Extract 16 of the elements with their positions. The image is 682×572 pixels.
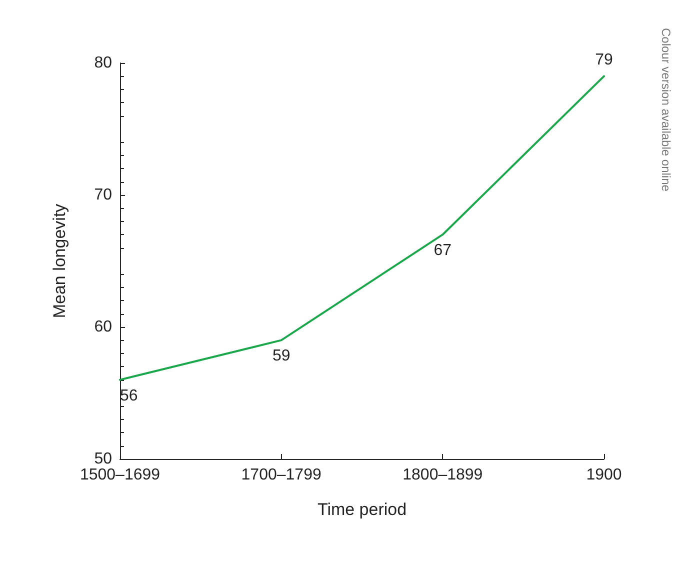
x-tick-label: 1900 xyxy=(586,466,622,484)
x-axis-title: Time period xyxy=(317,500,407,519)
line-series xyxy=(119,75,605,381)
x-tick-label: 1700–1799 xyxy=(241,466,322,484)
data-label: 59 xyxy=(272,348,290,365)
y-tick-label: 80 xyxy=(94,54,112,72)
y-axis-title: Mean longevity xyxy=(50,203,69,318)
text: Colour version available online xyxy=(659,28,673,192)
y-tick-label: 70 xyxy=(94,186,112,204)
data-label: 79 xyxy=(595,52,613,69)
data-label: 67 xyxy=(434,242,452,260)
x-tick-label: 1800–1899 xyxy=(402,466,483,484)
data-label: 56 xyxy=(120,387,138,404)
y-tick-label: 60 xyxy=(94,318,112,336)
y-tick-label: 50 xyxy=(94,450,112,468)
x-tick-label: 1500–1699 xyxy=(80,466,160,484)
